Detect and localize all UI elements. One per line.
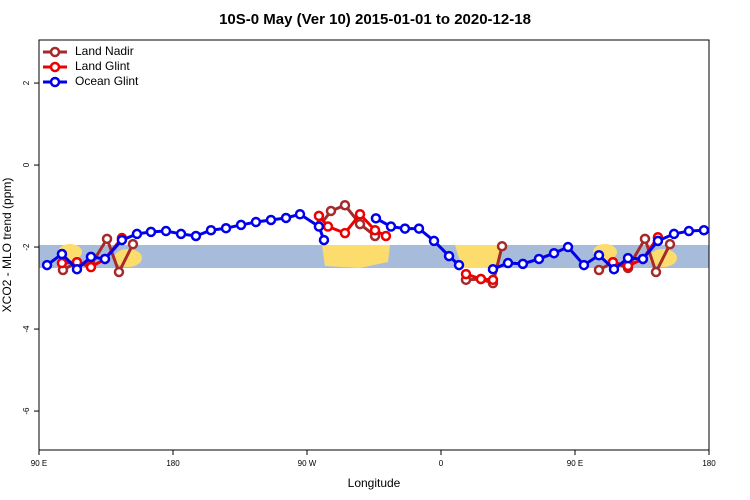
- data-point: [487, 274, 499, 286]
- legend-marker: [49, 46, 61, 58]
- data-point: [385, 221, 397, 232]
- data-point: [354, 218, 366, 230]
- data-point: [116, 234, 128, 246]
- data-point: [562, 241, 574, 253]
- data-point: [652, 235, 664, 247]
- data-point: [294, 209, 306, 220]
- data-point: [131, 228, 143, 240]
- y-tick-label: 2: [22, 80, 31, 85]
- data-point: [160, 225, 172, 237]
- data-point: [41, 259, 53, 271]
- data-point: [325, 205, 337, 217]
- data-point: [502, 257, 514, 269]
- data-point: [265, 214, 277, 226]
- series-line: [62, 203, 672, 286]
- data-point: [85, 251, 97, 263]
- land-shape: [455, 245, 500, 268]
- data-point: [101, 233, 113, 245]
- data-point: [593, 250, 605, 261]
- series: [57, 199, 676, 289]
- x-tick-label: 180: [166, 459, 180, 468]
- data-point: [339, 199, 351, 211]
- data-point: [313, 221, 325, 232]
- data-point: [313, 210, 325, 222]
- data-point: [475, 273, 487, 285]
- data-point: [548, 247, 560, 259]
- data-point: [85, 261, 97, 273]
- data-point: [190, 230, 202, 242]
- data-point: [127, 238, 139, 250]
- data-point: [517, 258, 529, 270]
- data-point: [683, 225, 695, 237]
- x-tick-label: 90 E: [31, 459, 47, 468]
- data-point: [369, 224, 381, 236]
- data-point: [318, 234, 330, 246]
- data-point: [460, 268, 472, 280]
- x-tick-label: 180: [702, 459, 716, 468]
- plot-frame: [38, 39, 710, 451]
- data-point: [235, 219, 247, 231]
- data-point: [578, 259, 590, 271]
- data-point: [650, 266, 662, 278]
- data-point: [56, 248, 68, 260]
- y-axis-label: XCO2 - MLO trend (ppm): [0, 178, 14, 313]
- data-point: [56, 257, 68, 269]
- data-point: [322, 221, 334, 232]
- data-point: [250, 216, 262, 228]
- data-point: [443, 250, 455, 262]
- legend-label: Land Glint: [75, 59, 130, 73]
- data-point: [428, 235, 440, 247]
- legend-marker: [49, 76, 61, 88]
- data-point: [668, 228, 680, 240]
- data-point: [113, 266, 125, 278]
- data-point: [220, 222, 232, 234]
- data-point: [280, 212, 292, 224]
- data-point: [608, 263, 620, 275]
- data-point: [370, 213, 382, 224]
- data-point: [205, 224, 217, 236]
- data-point: [453, 259, 465, 271]
- data-point: [380, 230, 392, 242]
- legend-label: Land Nadir: [75, 44, 134, 58]
- data-point: [339, 227, 351, 239]
- data-point: [399, 223, 411, 234]
- data-point: [664, 238, 676, 250]
- data-point: [533, 253, 545, 265]
- data-point: [99, 253, 111, 265]
- data-point: [698, 224, 710, 236]
- y-tick-label: 0: [22, 162, 31, 167]
- data-point: [354, 209, 366, 220]
- data-point: [593, 264, 605, 276]
- x-tick-label: 0: [439, 459, 444, 468]
- data-point: [637, 253, 649, 265]
- y-tick-label: -4: [22, 325, 31, 333]
- data-point: [487, 263, 499, 275]
- x-tick-label: 90 E: [567, 459, 583, 468]
- data-point: [413, 223, 425, 234]
- data-point: [622, 252, 634, 264]
- chart-title: 10S-0 May (Ver 10) 2015-01-01 to 2020-12…: [219, 11, 531, 28]
- data-point: [175, 228, 187, 240]
- data-point: [496, 240, 508, 252]
- y-tick-label: -6: [22, 407, 31, 415]
- data-point: [639, 233, 651, 245]
- data-point: [71, 263, 83, 275]
- y-tick-label: -2: [22, 243, 31, 251]
- data-point: [145, 226, 157, 238]
- land-shape: [322, 245, 390, 268]
- series: [41, 209, 710, 275]
- land-shape: [114, 249, 142, 267]
- x-axis-label: Longitude: [348, 476, 401, 490]
- x-tick-label: 90 W: [298, 459, 317, 468]
- legend-label: Ocean Glint: [75, 74, 139, 88]
- legend-marker: [49, 61, 61, 73]
